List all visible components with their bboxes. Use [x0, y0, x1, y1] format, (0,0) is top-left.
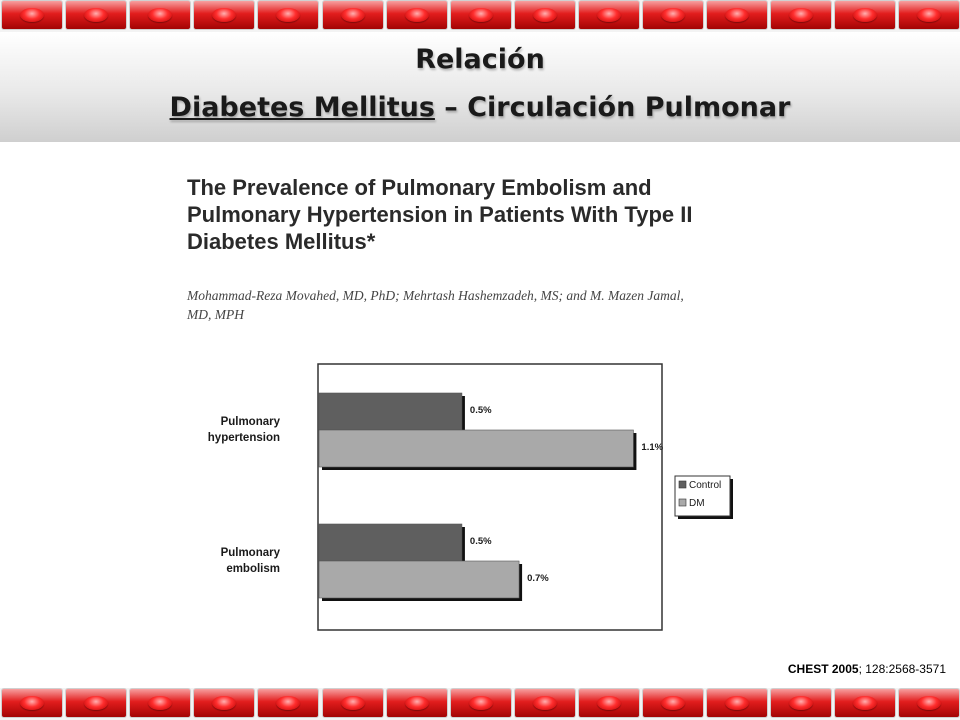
subtitle-underlined-part: Diabetes Mellitus	[169, 92, 435, 123]
bar-dm	[318, 560, 520, 599]
red-blood-cell-icon	[193, 688, 256, 718]
red-blood-cell-icon	[321, 688, 384, 718]
legend-label: Control	[689, 480, 721, 491]
paper-title: The Prevalence of Pulmonary Embolism and…	[187, 175, 693, 254]
paper-authors: Mohammad-Reza Movahed, MD, PhD; Mehrtash…	[187, 288, 684, 322]
category-label: Pulmonary	[221, 547, 281, 559]
red-blood-cell-icon	[193, 0, 256, 30]
red-blood-cell-icon	[449, 0, 512, 30]
red-blood-cell-icon	[129, 688, 192, 718]
red-blood-cell-icon	[449, 688, 512, 718]
red-blood-cell-icon	[385, 0, 448, 30]
red-blood-cell-icon	[321, 0, 384, 30]
subtitle-rest: – Circulación Pulmonar	[434, 92, 791, 123]
bar-control	[318, 392, 463, 431]
red-blood-cell-icon	[706, 0, 769, 30]
category-label: hypertension	[208, 432, 280, 444]
red-blood-cell-icon	[642, 0, 704, 30]
red-blood-cell-icon	[257, 688, 320, 718]
red-blood-cell-icon	[577, 0, 640, 30]
red-blood-cell-icon	[898, 0, 960, 30]
red-blood-cell-icon	[577, 688, 640, 718]
red-blood-cell-icon	[385, 688, 448, 718]
red-blood-cell-icon	[65, 0, 128, 30]
data-label: 1.1%	[641, 442, 663, 453]
slide-subtitle: Diabetes Mellitus – Circulación Pulmonar	[0, 92, 960, 123]
citation: CHEST 2005; 128:2568-3571	[700, 662, 946, 676]
bar-control	[318, 523, 463, 562]
red-blood-cell-icon	[65, 688, 128, 718]
red-blood-cell-icon	[513, 688, 576, 718]
slide-title: Relación	[415, 44, 545, 75]
data-label: 0.5%	[470, 536, 492, 547]
red-blood-cell-icon	[513, 0, 576, 30]
legend-swatch-control	[678, 480, 687, 489]
red-blood-cell-icon	[898, 688, 960, 718]
title-band	[0, 32, 960, 142]
red-blood-cell-icon	[834, 688, 897, 718]
top-decorative-border	[0, 0, 960, 32]
red-blood-cell-icon	[129, 0, 192, 30]
legend-swatch-dm	[678, 498, 687, 507]
red-blood-cell-icon	[642, 688, 704, 718]
red-blood-cell-icon	[770, 0, 833, 30]
data-label: 0.7%	[527, 573, 549, 584]
red-blood-cell-icon	[706, 688, 769, 718]
red-blood-cell-icon	[834, 0, 897, 30]
citation-journal: CHEST 2005	[787, 662, 859, 676]
data-label: 0.5%	[470, 405, 492, 416]
category-label: Pulmonary	[221, 416, 281, 428]
red-blood-cell-icon	[257, 0, 320, 30]
legend-label: DM	[689, 498, 705, 509]
citation-pages: ; 128:2568-3571	[858, 662, 946, 676]
bottom-decorative-border	[0, 688, 960, 720]
bar-dm	[318, 429, 634, 468]
category-label: embolism	[226, 563, 280, 575]
red-blood-cell-icon	[1, 0, 63, 30]
red-blood-cell-icon	[770, 688, 833, 718]
red-blood-cell-icon	[1, 688, 63, 718]
